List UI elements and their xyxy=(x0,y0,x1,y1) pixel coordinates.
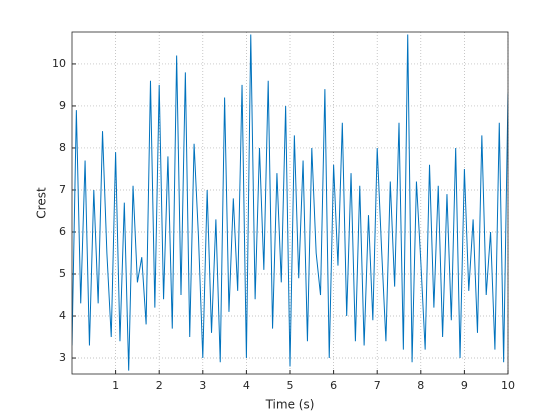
x-tick-label: 10 xyxy=(501,379,515,392)
y-tick-label: 6 xyxy=(59,225,66,238)
x-tick-label: 1 xyxy=(112,379,119,392)
y-tick-label: 3 xyxy=(59,351,66,364)
line-series xyxy=(72,34,508,371)
x-tick-label: 9 xyxy=(461,379,468,392)
x-tick-label: 5 xyxy=(287,379,294,392)
x-tick-label: 8 xyxy=(417,379,424,392)
y-tick-label: 4 xyxy=(59,309,66,322)
y-tick-label: 8 xyxy=(59,141,66,154)
y-tick-label: 10 xyxy=(52,57,66,70)
x-tick-label: 2 xyxy=(156,379,163,392)
x-tick-label: 3 xyxy=(199,379,206,392)
y-tick-label: 5 xyxy=(59,267,66,280)
y-tick-label: 9 xyxy=(59,99,66,112)
x-tick-label: 7 xyxy=(374,379,381,392)
x-tick-label: 4 xyxy=(243,379,250,392)
y-tick-label: 7 xyxy=(59,183,66,196)
y-axis-label: Crest xyxy=(35,187,49,219)
x-axis-label: Time (s) xyxy=(265,398,315,412)
plot-frame xyxy=(71,31,509,375)
x-tick-label: 6 xyxy=(330,379,337,392)
